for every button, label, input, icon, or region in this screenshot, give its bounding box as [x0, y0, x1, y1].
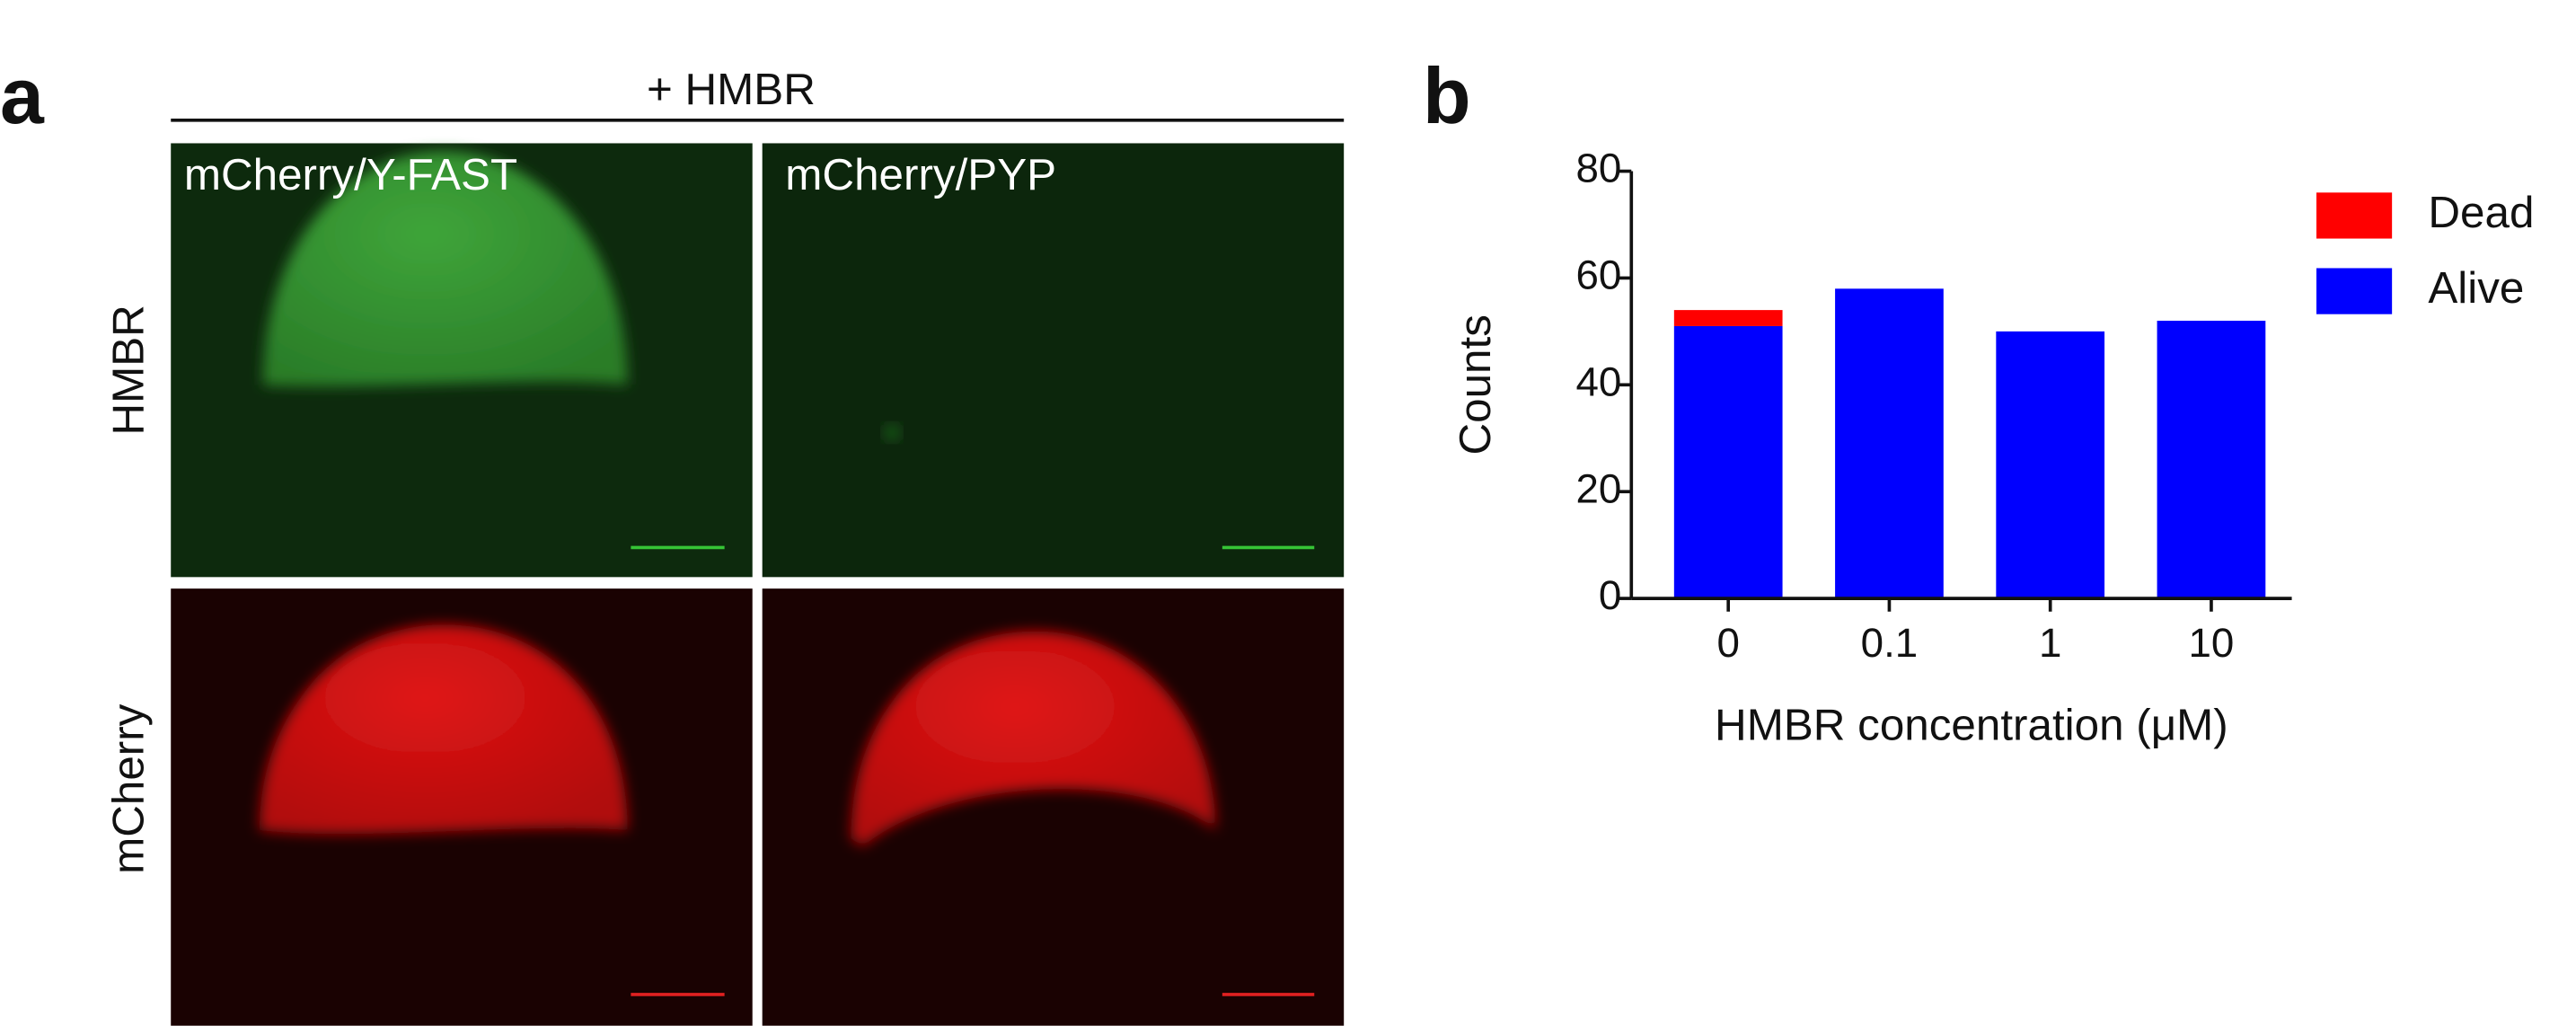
y-tick-label: 80 [1575, 146, 1621, 191]
bar-segment [2157, 320, 2266, 599]
legend-label: Alive [2428, 263, 2524, 313]
image [762, 143, 1345, 578]
x-tick-label: 1 [2039, 620, 2061, 666]
image-blob [259, 624, 628, 835]
x-tick-label: 0 [1716, 620, 1739, 666]
legend-swatch [2316, 268, 2393, 314]
y-tick-label: 20 [1575, 465, 1621, 511]
image-blob [851, 631, 1216, 847]
bar-segment [1673, 325, 1783, 599]
panel-label: b [1423, 52, 1471, 140]
y-tick-label: 40 [1575, 358, 1621, 404]
micrograph-grid [171, 143, 1345, 1026]
legend-label: Dead [2428, 188, 2534, 237]
y-axis-label: Counts [1451, 314, 1500, 455]
bar-segment [1996, 331, 2105, 599]
y-tick-label: 0 [1599, 572, 1621, 618]
bar-segment [1673, 310, 1783, 326]
row-label: mCherry [103, 703, 153, 874]
bar-segment [1835, 288, 1944, 599]
column-label: mCherry/PYP [785, 150, 1056, 199]
x-tick-label: 0.1 [1861, 620, 1919, 666]
x-axis-label: HMBR concentration (μM) [1715, 701, 2228, 750]
legend-swatch [2316, 192, 2393, 239]
x-tick-label: 10 [2189, 620, 2235, 666]
image-blob [262, 151, 628, 387]
header: + HMBR [647, 65, 816, 114]
y-tick-label: 60 [1575, 252, 1621, 298]
image-speck [884, 424, 901, 441]
row-label: HMBR [103, 305, 153, 435]
panel-label: a [0, 52, 45, 140]
column-label: mCherry/Y-FAST [184, 150, 517, 199]
